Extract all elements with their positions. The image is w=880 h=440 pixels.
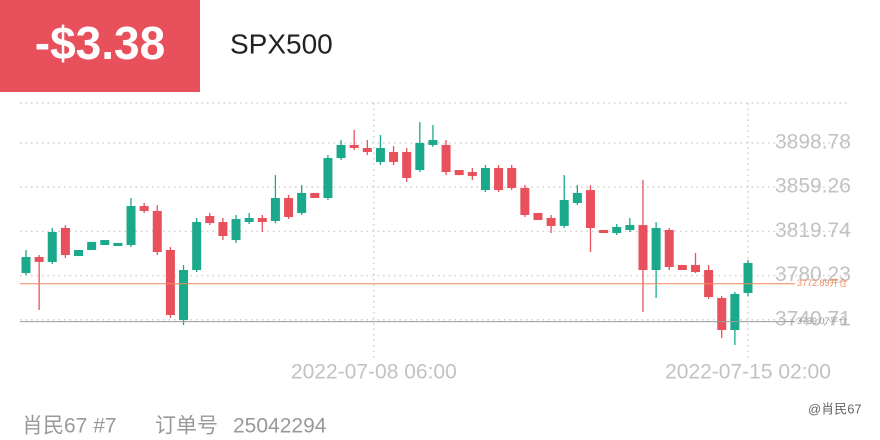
candle-body (572, 192, 582, 204)
candle-body (192, 222, 202, 271)
candle-body (690, 264, 700, 273)
candle-body (428, 140, 438, 145)
candle-body (21, 257, 31, 274)
pnl: -$3.38 (35, 17, 165, 69)
candle-body (467, 172, 477, 176)
candle-body (743, 262, 753, 293)
candle-body (480, 168, 490, 191)
chart: 3898.78 3859.26 3819.74 3780.23 3740.71 2022-… (20, 103, 851, 384)
candle-body (231, 219, 241, 241)
pnl-box (0, 0, 200, 92)
y-tick-label: 3859.26 (775, 175, 851, 198)
candle-body (441, 144, 451, 173)
candle-body (270, 197, 280, 222)
candle-body (34, 257, 44, 262)
candle-body (375, 147, 385, 162)
candle-body (218, 222, 228, 237)
x-tick-label: 2022-07-08 06:00 (291, 361, 457, 384)
symbol: SPX500 (230, 28, 333, 59)
y-tick-label: 3898.78 (775, 131, 851, 154)
candle-body (507, 168, 517, 189)
candle-body (612, 226, 622, 233)
candle-body (244, 218, 254, 223)
candle-body (100, 240, 110, 245)
candle-body (139, 206, 149, 211)
candle-body (87, 241, 97, 250)
candle-body (126, 206, 136, 245)
candle-body (664, 229, 674, 268)
candle-body (454, 170, 464, 176)
candle-body (336, 144, 346, 159)
candle-body (625, 225, 635, 230)
x-tick-label: 2022-07-15 02:00 (665, 361, 831, 384)
candle-body (297, 192, 307, 213)
candle-body (74, 250, 84, 257)
candle-body (402, 152, 412, 178)
price-line-label: 3772.89开仓 (797, 277, 848, 288)
y-tick-label: 3740.71 (775, 307, 851, 330)
candle-body (349, 144, 359, 148)
candle-body (179, 270, 189, 321)
candle-body (389, 152, 399, 162)
watermark: @肖民67 (808, 401, 862, 416)
candle-body (546, 218, 556, 226)
candle-body (599, 229, 609, 233)
price-line-label: 3739.07平仓 (797, 315, 848, 326)
candle-body (677, 264, 687, 271)
candle-body (362, 147, 372, 153)
candle-body (152, 210, 162, 253)
candle-body (284, 197, 294, 218)
order-no: 25042294 (233, 415, 327, 438)
candle-body (730, 293, 740, 330)
candle-body (415, 142, 425, 171)
candle-body (165, 250, 175, 315)
candle-body (113, 242, 123, 246)
candle-body (60, 227, 70, 256)
order-label: 订单号 (155, 415, 218, 438)
candle-body (520, 188, 530, 215)
candle-body (585, 190, 595, 228)
candle-body (638, 225, 648, 271)
candle-body (323, 158, 333, 198)
candle-body (717, 297, 727, 330)
candle-body (494, 168, 504, 191)
candle-body (651, 227, 661, 271)
y-tick-label: 3819.74 (775, 219, 851, 242)
candle-body (310, 192, 320, 198)
candle-body (533, 212, 543, 221)
candle-body (47, 231, 57, 262)
y-tick-label: 3780.23 (775, 263, 851, 286)
candle-body (559, 200, 569, 226)
candle-body (205, 215, 215, 224)
candle-body (257, 218, 267, 223)
account: 肖民67 #7 (22, 415, 117, 438)
